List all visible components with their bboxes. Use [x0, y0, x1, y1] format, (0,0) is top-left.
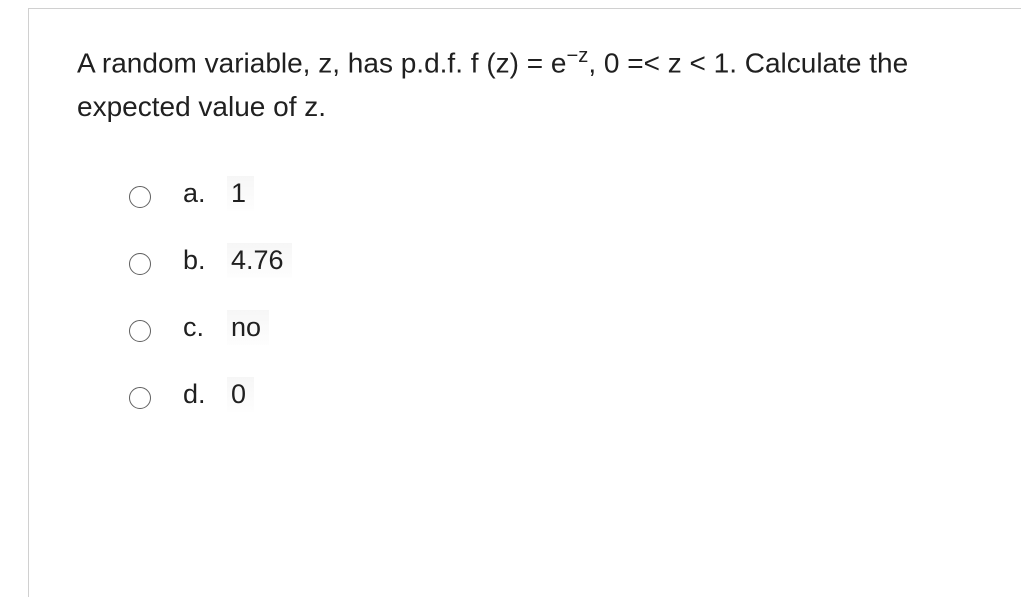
question-container: A random variable, z, has p.d.f. f (z) =…	[28, 8, 1021, 597]
question-text: A random variable, z, has p.d.f. f (z) =…	[77, 41, 981, 128]
option-row[interactable]: b. 4.76	[129, 243, 981, 278]
options-list: a. 1 b. 4.76 c. no d. 0	[77, 176, 981, 412]
option-row[interactable]: d. 0	[129, 377, 981, 412]
option-letter: a.	[183, 178, 227, 209]
option-row[interactable]: a. 1	[129, 176, 981, 211]
question-exponent: −z	[566, 45, 588, 67]
option-value: no	[227, 310, 269, 345]
option-value: 0	[227, 377, 254, 412]
radio-icon[interactable]	[129, 320, 151, 342]
option-value: 1	[227, 176, 254, 211]
radio-icon[interactable]	[129, 253, 151, 275]
question-prefix: A random variable, z, has p.d.f. f (z) =…	[77, 47, 566, 78]
option-value: 4.76	[227, 243, 292, 278]
radio-icon[interactable]	[129, 186, 151, 208]
radio-icon[interactable]	[129, 387, 151, 409]
option-letter: b.	[183, 245, 227, 276]
option-row[interactable]: c. no	[129, 310, 981, 345]
option-letter: c.	[183, 312, 227, 343]
option-letter: d.	[183, 379, 227, 410]
